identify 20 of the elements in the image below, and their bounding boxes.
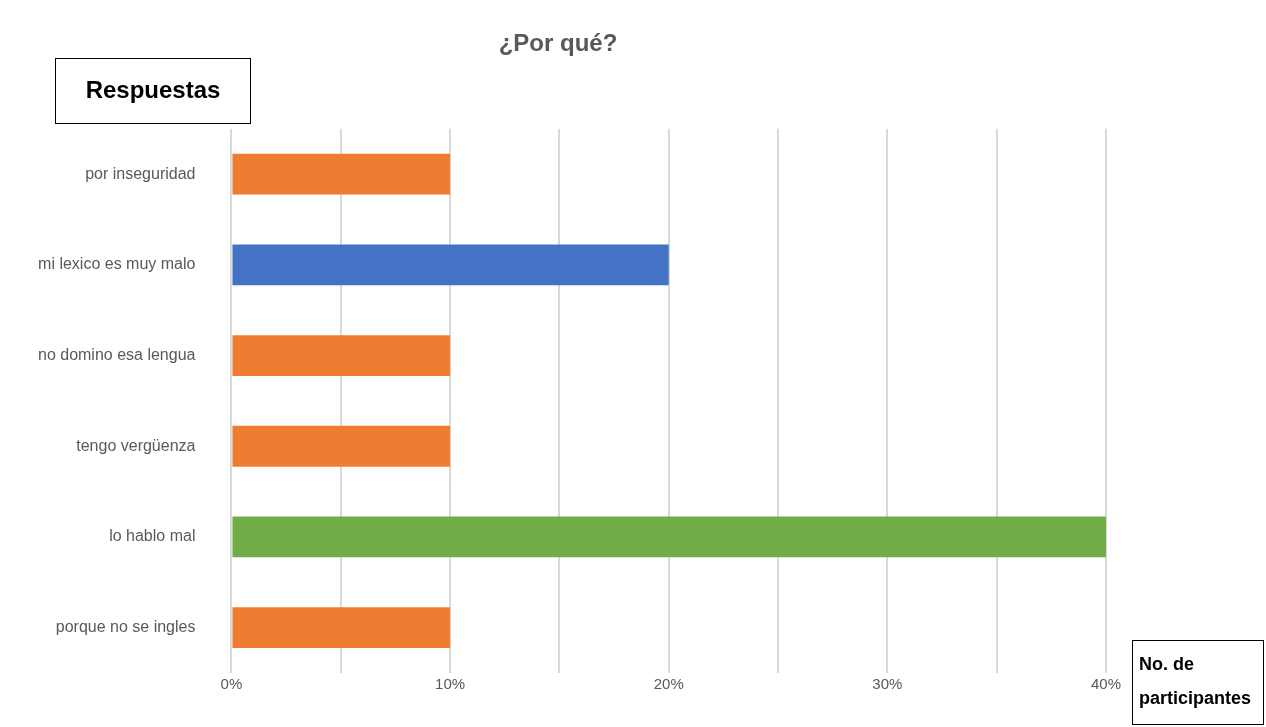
bar [232, 516, 1106, 558]
y-axis-title: Respuestas [55, 58, 251, 124]
x-tick-label: 40% [1090, 675, 1122, 693]
bar [232, 425, 451, 467]
x-tick-label: 0% [220, 675, 243, 693]
bar [232, 335, 451, 376]
y-tick-label: porque no se ingles [55, 618, 196, 636]
x-tick-label: 10% [435, 675, 466, 693]
bar [232, 607, 451, 649]
x-tick-label: 30% [872, 675, 903, 693]
y-tick-label: lo hablo mal [109, 527, 196, 545]
bar [232, 244, 669, 286]
y-tick-label: por inseguridad [85, 164, 196, 182]
x-axis-title: No. de participantes [1132, 640, 1264, 725]
y-tick-label: tengo vergüenza [76, 436, 196, 454]
y-tick-label: mi lexico es muy malo [38, 255, 196, 273]
bar [232, 153, 451, 195]
chart-title: ¿Por qué? [498, 29, 618, 57]
y-tick-label: no domino esa lengua [38, 345, 196, 363]
x-tick-label: 20% [653, 675, 684, 693]
